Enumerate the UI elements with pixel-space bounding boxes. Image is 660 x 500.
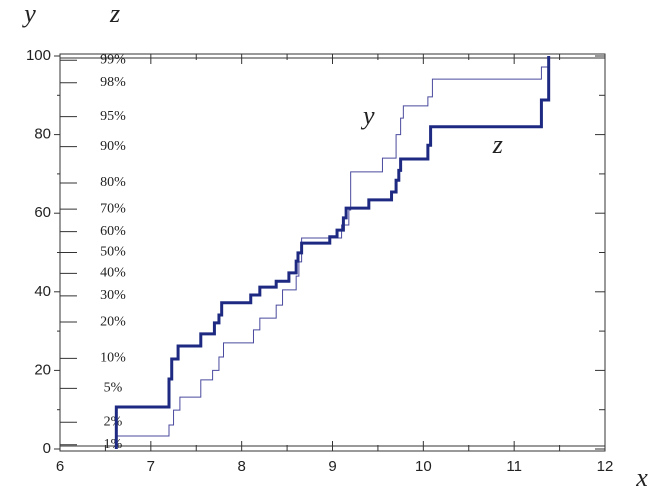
y2-axis-label: z [109, 0, 120, 28]
x-tick-label: 9 [328, 458, 336, 475]
y-tick-label: 100 [26, 47, 51, 64]
x-tick-label: 10 [415, 458, 432, 475]
y-tick-label: 60 [34, 204, 51, 221]
y2-tick-label: 90% [100, 139, 126, 154]
y2-tick-label: 60% [100, 224, 126, 239]
y2-tick-label: 50% [100, 245, 126, 260]
series-label: z [492, 130, 503, 159]
x-axis-label: x [635, 463, 648, 492]
y2-tick-label: 5% [104, 381, 123, 396]
x-tick-label: 11 [506, 458, 522, 475]
y2-tick-label: 2% [104, 414, 123, 429]
y2-tick-label: 10% [100, 351, 126, 366]
y2-tick-label: 40% [100, 266, 126, 281]
y2-tick-label: 99% [100, 52, 126, 67]
y-axis-label: y [21, 0, 36, 28]
y2-tick-label: 80% [100, 175, 126, 190]
y-tick-label: 20 [34, 361, 51, 378]
x-tick-label: 7 [147, 458, 155, 475]
step-line [114, 56, 551, 449]
y-tick-label: 40 [34, 283, 51, 300]
y2-tick-label: 70% [100, 201, 126, 216]
y2-tick-label: 98% [100, 75, 126, 90]
x-tick-label: 6 [56, 458, 64, 475]
y-tick-label: 80 [34, 126, 51, 143]
series-label: y [360, 101, 375, 130]
y2-tick-label: 30% [100, 288, 126, 303]
y2-tick-label: 1% [104, 437, 123, 452]
y2-tick-label: 20% [100, 314, 126, 329]
y2-tick-label: 95% [100, 109, 126, 124]
y-tick-label: 0 [43, 440, 51, 457]
x-tick-label: 12 [597, 458, 614, 475]
x-tick-label: 8 [237, 458, 245, 475]
plot-frame [59, 53, 606, 452]
step-line [115, 56, 550, 449]
